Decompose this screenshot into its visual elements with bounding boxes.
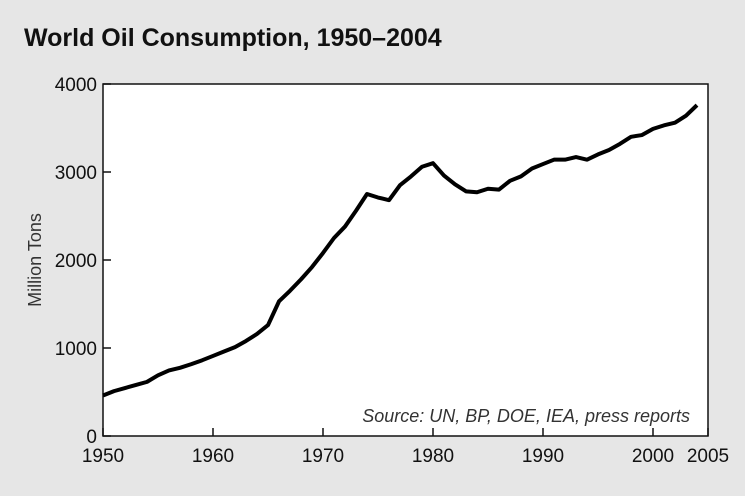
x-tick-label: 1970	[302, 446, 344, 467]
y-tick-label: 3000	[55, 163, 97, 184]
x-tick-label: 1980	[412, 446, 454, 467]
x-tick-label: 1990	[522, 446, 564, 467]
plot-area	[102, 83, 709, 437]
annotation: Source: UN, BP, DOE, IEA, press reports	[362, 406, 690, 426]
y-tick-label: 4000	[55, 75, 97, 96]
x-tick-label: 1960	[192, 446, 234, 467]
y-tick-label: 2000	[55, 251, 97, 272]
chart-title: World Oil Consumption, 1950–2004	[24, 24, 442, 52]
y-axis-label: Million Tons	[25, 213, 45, 307]
x-tick-label: 2005	[687, 446, 729, 467]
x-tick-label: 1950	[82, 446, 124, 467]
data-line	[102, 103, 699, 398]
y-tick-label: 1000	[55, 339, 97, 360]
y-tick-label: 0	[86, 427, 97, 448]
x-tick-label: 2000	[632, 446, 674, 467]
